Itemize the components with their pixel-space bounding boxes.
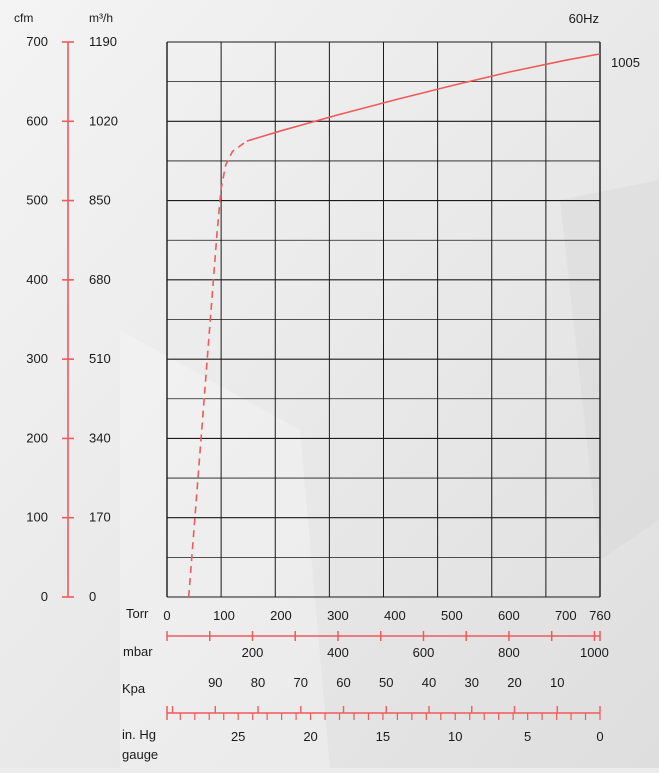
torr-tick-label: 500 bbox=[441, 608, 463, 623]
kpa-tick-label: 80 bbox=[251, 675, 265, 690]
curve-end-label: 1005 bbox=[611, 55, 640, 70]
cfm-tick-label: 500 bbox=[26, 193, 48, 208]
torr-tick-label: 0 bbox=[163, 608, 170, 623]
m3h-tick-label: 1020 bbox=[89, 113, 118, 128]
curve-dashed-segment bbox=[187, 140, 248, 598]
curve-solid-segment bbox=[246, 53, 601, 142]
m3h-tick-label: 510 bbox=[89, 351, 111, 366]
m3h-axis-label: m³/h bbox=[89, 11, 113, 25]
torr-tick-label: 400 bbox=[384, 608, 406, 623]
inhg-tick-label: 15 bbox=[376, 729, 390, 744]
m3h-tick-label: 340 bbox=[89, 430, 111, 445]
grid bbox=[166, 41, 601, 598]
cfm-tick-label: 300 bbox=[26, 351, 48, 366]
torr-axis-label: Torr bbox=[126, 606, 149, 621]
mbar-tick-label: 200 bbox=[242, 645, 264, 660]
labels: 60Hz 1005 cfm m³/h Torr mbar Kpa in. Hg … bbox=[14, 11, 640, 762]
mbar-tick-label: 600 bbox=[413, 645, 435, 660]
frequency-label: 60Hz bbox=[569, 11, 599, 26]
curve-layer bbox=[187, 53, 601, 598]
mbar-tick-label: 1000 bbox=[580, 645, 609, 660]
inhg-tick-label: 5 bbox=[524, 729, 531, 744]
inhg-tick-label: 20 bbox=[303, 729, 317, 744]
mbar-tick-label: 400 bbox=[327, 645, 349, 660]
cfm-tick-label: 200 bbox=[26, 430, 48, 445]
kpa-tick-label: 90 bbox=[208, 675, 222, 690]
inhg-tick-label: 25 bbox=[231, 729, 245, 744]
cfm-tick-label: 700 bbox=[26, 34, 48, 49]
y-axis: 0 100 200 300 400 500 600 700 0 170 340 510 680 850 10… bbox=[26, 34, 118, 604]
kpa-tick-label: 60 bbox=[336, 675, 350, 690]
kpa-tick-label: 10 bbox=[550, 675, 564, 690]
inhg-axis-label-line2: gauge bbox=[122, 747, 158, 762]
torr-tick-label: 760 bbox=[589, 608, 611, 623]
cfm-tick-label: 400 bbox=[26, 272, 48, 287]
m3h-tick-label: 1190 bbox=[89, 34, 117, 49]
kpa-tick-label: 70 bbox=[294, 675, 308, 690]
torr-tick-label: 700 bbox=[555, 608, 577, 623]
cfm-tick-label: 600 bbox=[26, 113, 48, 128]
m3h-tick-label: 170 bbox=[89, 510, 111, 525]
torr-tick-label: 200 bbox=[270, 608, 292, 623]
background-shade bbox=[120, 330, 330, 768]
kpa-tick-label: 30 bbox=[465, 675, 479, 690]
mbar-tick-label: 800 bbox=[498, 645, 520, 660]
m3h-tick-label: 0 bbox=[89, 589, 96, 604]
inhg-axis-label-line1: in. Hg bbox=[122, 727, 156, 742]
cfm-tick-label: 0 bbox=[41, 589, 48, 604]
mbar-axis-label: mbar bbox=[123, 644, 153, 659]
cfm-tick-label: 100 bbox=[26, 510, 48, 525]
inhg-tick-label: 10 bbox=[448, 729, 462, 744]
kpa-tick-label: 20 bbox=[507, 675, 521, 690]
cfm-axis-label: cfm bbox=[14, 11, 33, 25]
background-shade-right bbox=[560, 180, 659, 560]
kpa-axis-label: Kpa bbox=[122, 681, 146, 696]
m3h-tick-label: 850 bbox=[89, 193, 111, 208]
torr-tick-label: 300 bbox=[327, 608, 349, 623]
m3h-tick-label: 680 bbox=[89, 272, 111, 287]
inhg-tick-label: 0 bbox=[596, 729, 603, 744]
kpa-tick-label: 40 bbox=[422, 675, 436, 690]
kpa-tick-label: 50 bbox=[379, 675, 393, 690]
torr-tick-label: 100 bbox=[213, 608, 235, 623]
torr-tick-label: 600 bbox=[498, 608, 520, 623]
